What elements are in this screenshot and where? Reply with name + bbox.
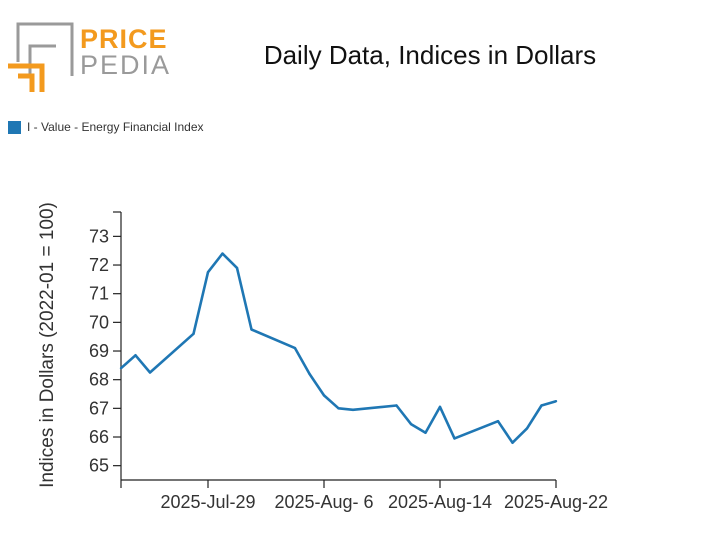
x-tick-label: 2025-Aug-14: [388, 492, 492, 512]
series-line: [120, 252, 557, 445]
data-point: [540, 404, 543, 407]
legend[interactable]: I - Value - Energy Financial Index: [8, 120, 204, 134]
data-point: [134, 354, 137, 357]
y-tick-label: 73: [89, 226, 109, 246]
x-tick-label: 2025-Jul-29: [160, 492, 255, 512]
data-point: [525, 427, 529, 430]
data-point: [192, 332, 195, 336]
legend-swatch: [8, 120, 21, 134]
data-point: [337, 407, 340, 410]
data-point: [351, 408, 355, 411]
data-point: [235, 266, 239, 270]
data-point: [511, 441, 514, 444]
logo-text-pedia: PEDIA: [80, 50, 172, 80]
y-tick-label: 68: [89, 370, 109, 390]
data-point: [322, 394, 326, 397]
y-axis-title: Indices in Dollars (2022-01 = 100): [37, 202, 58, 488]
logo-mark: [8, 22, 74, 92]
pricepedia-logo: PRICE PEDIA: [8, 22, 172, 94]
data-point: [438, 405, 442, 409]
data-point: [221, 252, 224, 255]
data-point: [496, 420, 500, 423]
data-point: [424, 431, 427, 434]
data-point: [119, 367, 123, 370]
x-tick-label: 2025-Aug-22: [504, 492, 608, 512]
y-tick-label: 72: [89, 255, 109, 275]
data-point: [148, 371, 152, 374]
y-tick-label: 71: [89, 284, 109, 304]
chart-title: Daily Data, Indices in Dollars: [263, 40, 597, 70]
data-point: [206, 270, 210, 274]
data-point: [409, 422, 413, 426]
legend-label: I - Value - Energy Financial Index: [27, 120, 204, 134]
data-point: [453, 437, 456, 440]
data-point: [554, 399, 558, 403]
y-tick-label: 70: [89, 312, 109, 332]
data-point: [250, 328, 253, 331]
data-point: [395, 404, 398, 407]
data-point: [308, 372, 311, 376]
y-tick-label: 69: [89, 341, 109, 361]
y-tick-label: 67: [89, 398, 109, 418]
logo-text-price: PRICE: [80, 24, 168, 54]
data-point: [293, 346, 297, 350]
x-tick-label: 2025-Aug- 6: [274, 492, 373, 512]
y-tick-label: 65: [89, 456, 109, 476]
y-tick-label: 66: [89, 427, 109, 447]
